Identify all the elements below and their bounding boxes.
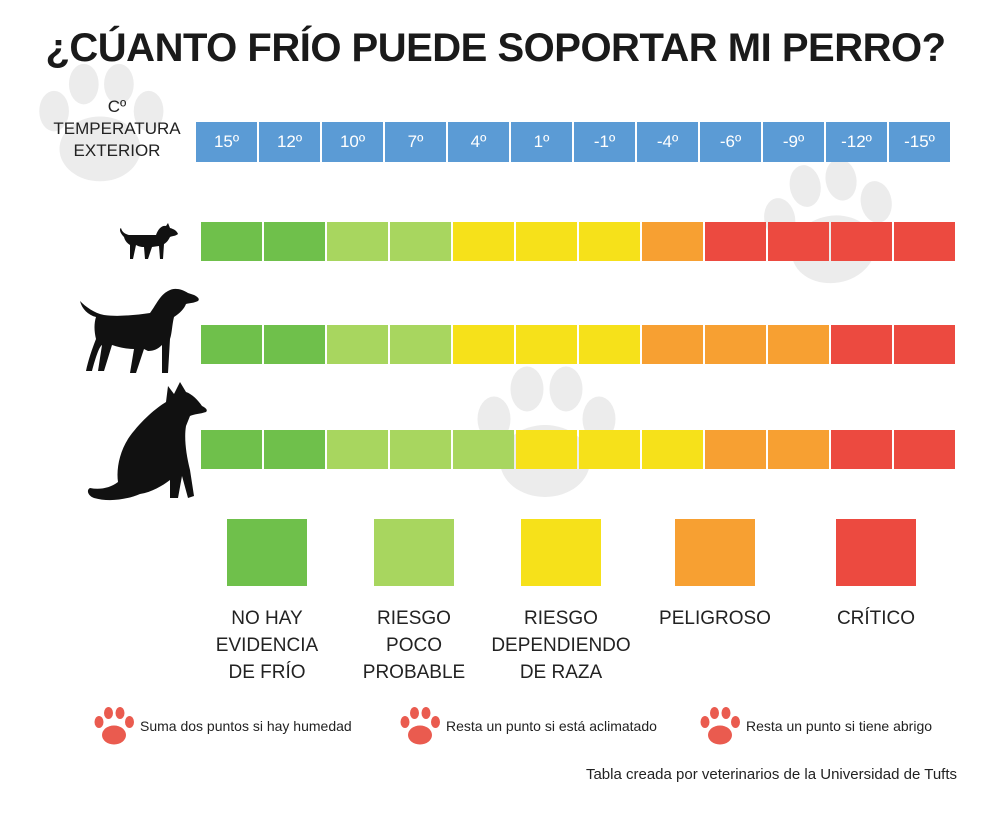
risk-cell bbox=[327, 430, 388, 469]
risk-cell bbox=[390, 325, 451, 364]
risk-row-medium-dog bbox=[201, 325, 957, 364]
medium-dog-icon bbox=[80, 288, 199, 373]
large-dog-icon bbox=[87, 382, 207, 501]
temperature-axis-label: Cº TEMPERATURA EXTERIOR bbox=[52, 96, 182, 162]
risk-cell bbox=[768, 222, 829, 261]
temperature-cell: -15º bbox=[889, 122, 950, 162]
risk-cell bbox=[327, 222, 388, 261]
page-title: ¿CÚANTO FRÍO PUEDE SOPORTAR MI PERRO? bbox=[45, 26, 946, 70]
legend-label-line: CRÍTICO bbox=[836, 608, 916, 629]
legend-label-line: PROBABLE bbox=[362, 662, 466, 683]
legend-label-line: DEPENDIENDO bbox=[491, 635, 631, 656]
legend-label: RIESGO POCO PROBABLE bbox=[339, 605, 489, 686]
temperature-cell: -6º bbox=[700, 122, 761, 162]
legend-label: PELIGROSO bbox=[640, 605, 790, 632]
risk-cell bbox=[705, 325, 766, 364]
source-credit: Tabla creada por veterinarios de la Univ… bbox=[585, 766, 957, 783]
risk-cell bbox=[831, 430, 892, 469]
paw-icon bbox=[400, 707, 440, 745]
paw-icon bbox=[94, 707, 134, 745]
legend-label-line: RIESGO bbox=[524, 608, 598, 629]
risk-cell bbox=[894, 430, 955, 469]
legend-label-line: PELIGROSO bbox=[659, 608, 771, 629]
temperature-cell: 15º bbox=[196, 122, 257, 162]
temperature-cell: -1º bbox=[574, 122, 635, 162]
risk-cell bbox=[642, 430, 703, 469]
risk-cell bbox=[579, 325, 640, 364]
legend-label-line: DE RAZA bbox=[519, 662, 603, 683]
paw-icon bbox=[700, 707, 740, 745]
risk-cell bbox=[642, 325, 703, 364]
temperature-cell: 7º bbox=[385, 122, 446, 162]
adjustment-note: Resta un punto si está aclimatado bbox=[398, 706, 657, 746]
risk-cell bbox=[579, 430, 640, 469]
temperature-cell: 12º bbox=[259, 122, 320, 162]
temperature-label-line-2: EXTERIOR bbox=[73, 141, 161, 160]
temperature-cell: 1º bbox=[511, 122, 572, 162]
risk-cell bbox=[516, 222, 577, 261]
legend-swatch bbox=[521, 519, 601, 586]
risk-cell bbox=[453, 325, 514, 364]
temperature-cell: -4º bbox=[637, 122, 698, 162]
legend-label-line: POCO bbox=[386, 635, 442, 656]
risk-cell bbox=[453, 222, 514, 261]
legend-swatch bbox=[675, 519, 755, 586]
adjustment-note: Suma dos puntos si hay humedad bbox=[92, 706, 352, 746]
risk-cell bbox=[201, 325, 262, 364]
adjustment-note-text: Resta un punto si está aclimatado bbox=[446, 718, 657, 734]
legend-label-line: EVIDENCIA bbox=[215, 635, 319, 656]
adjustment-note-text: Suma dos puntos si hay humedad bbox=[140, 718, 352, 734]
legend-swatch bbox=[374, 519, 454, 586]
risk-cell bbox=[894, 325, 955, 364]
risk-cell bbox=[516, 325, 577, 364]
adjustment-note: Resta un punto si tiene abrigo bbox=[698, 706, 932, 746]
legend-label-line: NO HAY bbox=[231, 608, 303, 629]
small-dog-icon bbox=[120, 223, 178, 259]
risk-cell bbox=[201, 430, 262, 469]
risk-cell bbox=[201, 222, 262, 261]
temperature-unit: Cº bbox=[107, 97, 127, 116]
risk-cell bbox=[768, 325, 829, 364]
temperature-cell: -9º bbox=[763, 122, 824, 162]
risk-cell bbox=[327, 325, 388, 364]
risk-cell bbox=[390, 430, 451, 469]
risk-row-small-dog bbox=[201, 222, 957, 261]
risk-row-large-dog bbox=[201, 430, 957, 469]
risk-cell bbox=[453, 430, 514, 469]
risk-cell bbox=[768, 430, 829, 469]
risk-cell bbox=[390, 222, 451, 261]
risk-cell bbox=[264, 222, 325, 261]
temperature-header-row: 15º 12º 10º 7º 4º 1º -1º -4º -6º -9º -12º -15º bbox=[196, 122, 953, 162]
risk-cell bbox=[264, 430, 325, 469]
risk-cell bbox=[264, 325, 325, 364]
risk-cell bbox=[894, 222, 955, 261]
risk-cell bbox=[831, 222, 892, 261]
risk-cell bbox=[642, 222, 703, 261]
legend-swatch bbox=[836, 519, 916, 586]
legend-label-line: DE FRÍO bbox=[228, 662, 306, 683]
temperature-cell: 4º bbox=[448, 122, 509, 162]
risk-cell bbox=[579, 222, 640, 261]
risk-cell bbox=[516, 430, 577, 469]
temperature-label-line-1: TEMPERATURA bbox=[53, 119, 181, 138]
legend-label: NO HAY EVIDENCIA DE FRÍO bbox=[192, 605, 342, 686]
temperature-cell: -12º bbox=[826, 122, 887, 162]
risk-cell bbox=[705, 430, 766, 469]
adjustment-note-text: Resta un punto si tiene abrigo bbox=[746, 718, 933, 734]
legend-label: RIESGO DEPENDIENDO DE RAZA bbox=[486, 605, 636, 686]
risk-cell bbox=[831, 325, 892, 364]
legend-label-line: RIESGO bbox=[377, 608, 451, 629]
legend-swatch bbox=[227, 519, 307, 586]
risk-cell bbox=[705, 222, 766, 261]
legend-label: CRÍTICO bbox=[801, 605, 951, 632]
temperature-cell: 10º bbox=[322, 122, 383, 162]
